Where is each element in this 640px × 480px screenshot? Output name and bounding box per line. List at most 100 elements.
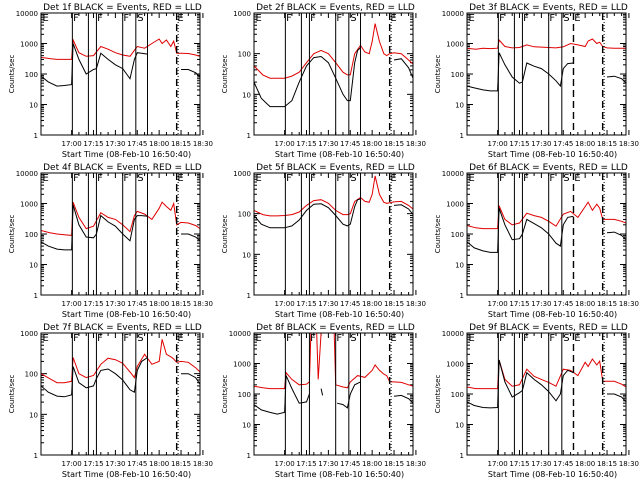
y-tick-label: 10 (29, 411, 38, 419)
x-tick-label: 17:30 (318, 300, 338, 308)
panel-det-9: Det 9f BLACK = Events, RED = LLD Counts/s… (434, 323, 639, 479)
interval-annotation: F (286, 173, 292, 184)
x-tick-label: 17:45 (553, 300, 573, 308)
x-tick-label: 18:15 (171, 300, 191, 308)
x-tick-label: 17:45 (127, 140, 147, 148)
y-tick-label: 10 (455, 262, 464, 270)
x-tick-label: 18:30 (193, 140, 213, 148)
y-tick-label: 100 (25, 231, 38, 239)
interval-annotation: F (97, 173, 103, 184)
panel-det-8: Det 8f BLACK = Events, RED = LLD Counts/s… (221, 323, 426, 479)
x-tick-label: 17:15 (509, 300, 529, 308)
interval-annotation: S (563, 333, 569, 344)
y-tick-label: 10 (242, 422, 251, 430)
y-tick-label: 1 (460, 452, 464, 460)
x-tick-label: 17:00 (488, 300, 508, 308)
x-axis-label: Start Time (08-Feb-10 16:50:40) (62, 310, 191, 319)
interval-annotation: E (468, 13, 474, 24)
y-tick-label: 100 (25, 71, 38, 79)
y-tick-label: 1 (460, 292, 464, 300)
y-axis-label: Counts/sec (434, 375, 442, 414)
x-tick-label: 17:45 (127, 460, 147, 468)
y-tick-label: 100 (451, 391, 464, 399)
y-tick-label: 10 (242, 91, 251, 99)
x-tick-label: 18:00 (362, 140, 382, 148)
y-tick-label: 10 (29, 102, 38, 110)
x-axis-label: Start Time (08-Feb-10 16:50:40) (488, 150, 617, 159)
interval-annotation: S (137, 173, 143, 184)
panel-title: Det 3f BLACK = Events, RED = LLD (469, 3, 628, 13)
y-tick-label: 1000 (20, 201, 38, 209)
interval-annotation: E (177, 173, 183, 184)
panel-det-7: Det 7f BLACK = Events, RED = LLD Counts/s… (8, 323, 213, 479)
y-tick-label: 1000 (20, 41, 38, 49)
x-tick-label: 17:45 (127, 300, 147, 308)
interval-annotation: F (286, 13, 292, 24)
x-axis-label: Start Time (08-Feb-10 16:50:40) (488, 310, 617, 319)
interval-annotation: F (73, 13, 79, 24)
interval-annotation: F (123, 333, 129, 344)
y-tick-label: 10 (29, 262, 38, 270)
x-tick-label: 17:15 (83, 300, 103, 308)
x-tick-label: 17:45 (340, 300, 360, 308)
interval-annotation: F (286, 333, 292, 344)
y-tick-label: 1000 (446, 41, 464, 49)
interval-annotation: E (574, 173, 580, 184)
y-tick-label: 100 (25, 371, 38, 379)
interval-annotation: F (336, 173, 342, 184)
y-tick-label: 100 (238, 211, 251, 219)
interval-annotation: E (42, 333, 48, 344)
plot-frame (40, 12, 201, 136)
series-line-lld (254, 23, 413, 79)
x-tick-label: 18:15 (597, 140, 617, 148)
series-line-events (254, 47, 413, 108)
interval-annotation: S (563, 173, 569, 184)
interval-annotation: F (499, 13, 505, 24)
panel-title: Det 9f BLACK = Events, RED = LLD (469, 323, 628, 333)
x-tick-label: 18:00 (575, 460, 595, 468)
x-tick-label: 17:00 (488, 460, 508, 468)
x-tick-label: 17:45 (340, 460, 360, 468)
interval-annotation: F (73, 173, 79, 184)
interval-annotation: F (310, 333, 316, 344)
x-tick-label: 18:30 (406, 300, 426, 308)
panel-det-4: Det 4f BLACK = Events, RED = LLD Counts/s… (8, 163, 213, 319)
y-tick-label: 10 (455, 422, 464, 430)
interval-annotation: E (177, 13, 183, 24)
plot-frame (466, 172, 627, 296)
series-line-lld (254, 333, 413, 390)
x-tick-label: 18:15 (384, 460, 404, 468)
x-tick-label: 18:00 (362, 300, 382, 308)
x-tick-label: 18:30 (193, 300, 213, 308)
interval-annotation: F (523, 13, 529, 24)
x-tick-label: 17:15 (296, 140, 316, 148)
interval-annotation: E (255, 333, 261, 344)
x-tick-label: 18:30 (406, 140, 426, 148)
interval-annotation: S (137, 13, 143, 24)
x-tick-label: 17:30 (105, 140, 125, 148)
interval-annotation: F (499, 333, 505, 344)
plot-frame (466, 12, 627, 136)
x-tick-label: 17:30 (318, 140, 338, 148)
x-tick-label: 17:45 (553, 460, 573, 468)
x-axis-label: Start Time (08-Feb-10 16:50:40) (62, 150, 191, 159)
x-tick-label: 17:15 (296, 300, 316, 308)
y-tick-label: 1 (460, 132, 464, 140)
x-tick-label: 18:00 (149, 460, 169, 468)
x-tick-label: 17:30 (318, 460, 338, 468)
interval-annotation: E (255, 173, 261, 184)
y-axis-label: Counts/sec (221, 55, 229, 94)
x-axis-label: Start Time (08-Feb-10 16:50:40) (488, 470, 617, 479)
x-tick-label: 18:30 (193, 460, 213, 468)
x-tick-label: 17:00 (275, 460, 295, 468)
x-tick-label: 18:30 (619, 460, 639, 468)
x-tick-label: 17:30 (531, 460, 551, 468)
panel-title: Det 2f BLACK = Events, RED = LLD (256, 3, 415, 13)
interval-annotation: F (97, 13, 103, 24)
x-tick-label: 18:30 (619, 140, 639, 148)
x-tick-label: 17:00 (488, 140, 508, 148)
y-tick-label: 10000 (16, 10, 38, 18)
x-tick-label: 17:15 (83, 460, 103, 468)
panel-title: Det 1f BLACK = Events, RED = LLD (43, 3, 202, 13)
y-tick-label: 1000 (20, 330, 38, 338)
